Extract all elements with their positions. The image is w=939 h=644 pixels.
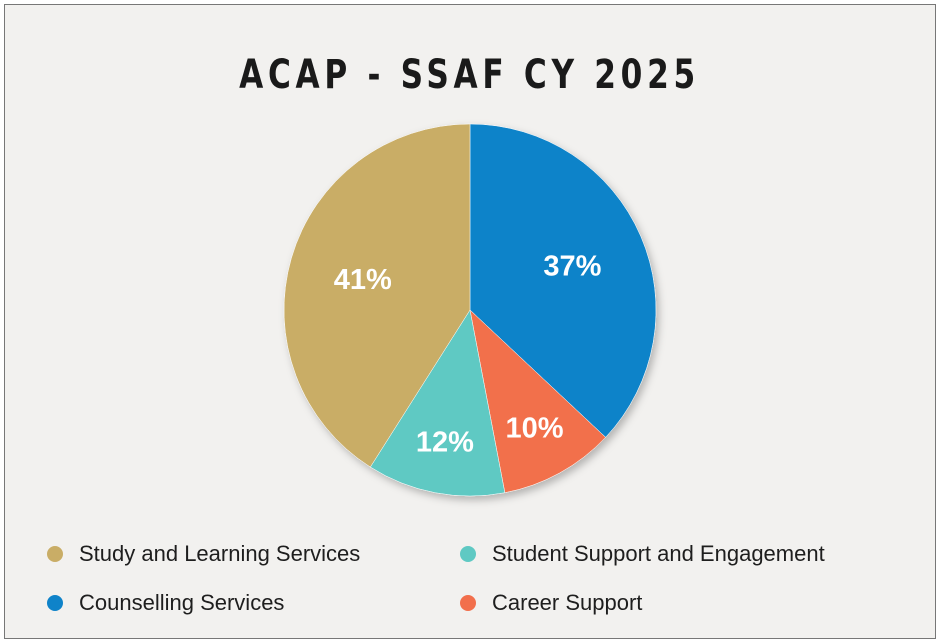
legend-dot-icon <box>460 546 476 562</box>
data-label: 10% <box>505 412 563 444</box>
legend-dot-icon <box>47 546 63 562</box>
legend-dot-icon <box>460 595 476 611</box>
data-label: 12% <box>416 427 474 459</box>
legend-dot-icon <box>47 595 63 611</box>
data-label: 41% <box>334 264 392 296</box>
legend-label: Student Support and Engagement <box>492 541 825 566</box>
legend-label: Counselling Services <box>79 590 285 615</box>
legend-label: Career Support <box>492 590 643 615</box>
pie-slice-career-support <box>469 309 606 493</box>
legend-item-counselling: Counselling Services <box>47 590 284 616</box>
legend-item-student-support: Student Support and Engagement <box>460 541 825 567</box>
legend-label: Study and Learning Services <box>79 541 361 566</box>
pie-slice-counselling-services <box>469 123 657 438</box>
legend-item-career: Career Support <box>460 590 642 616</box>
pie-slice-study-and-learning-services <box>283 123 471 468</box>
legend-item-study: Study and Learning Services <box>47 541 360 567</box>
pie-slice-student-support-and-engagement <box>369 309 506 497</box>
chart-title: ACAP - SSAF CY 2025 <box>239 52 700 98</box>
data-label: 37% <box>543 251 601 283</box>
